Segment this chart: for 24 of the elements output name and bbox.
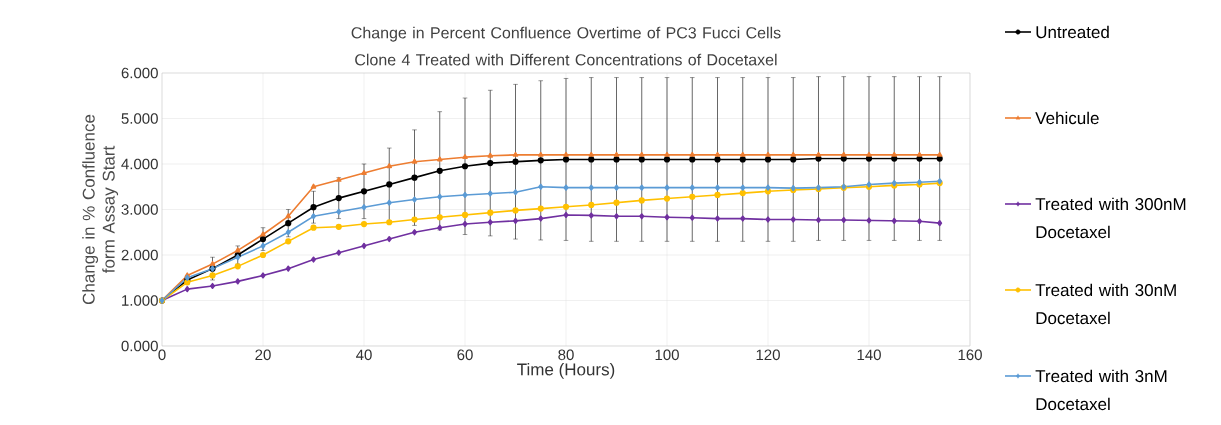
x-axis-title: Time (Hours) bbox=[517, 363, 615, 379]
legend-label: Treated with 30nM Docetaxel bbox=[1035, 283, 1176, 325]
x-tick-label: 80 bbox=[558, 349, 574, 361]
x-tick-label: 140 bbox=[857, 349, 881, 361]
y-tick-label: 5.000 bbox=[121, 113, 158, 124]
x-tick-label: 60 bbox=[457, 349, 473, 361]
y-tick-label: 0.000 bbox=[121, 340, 158, 352]
y-tick-label: 3.000 bbox=[121, 204, 158, 215]
x-tick-label: 40 bbox=[356, 349, 372, 361]
y-tick-label: 2.000 bbox=[121, 249, 158, 261]
x-tick-label: 100 bbox=[655, 349, 679, 361]
legend-label: Treated with 300nM Docetaxel bbox=[1035, 197, 1186, 239]
x-tick-label: 20 bbox=[255, 349, 271, 361]
y-tick-label: 6.000 bbox=[121, 67, 158, 79]
legend-label: Treated with 3nM Docetaxel bbox=[1035, 369, 1167, 411]
y-tick-label: 1.000 bbox=[122, 295, 158, 306]
legend-label: Untreated bbox=[1036, 25, 1109, 39]
chart-title: Change in Percent Confluence Overtime of PC3 Fucci Cells Clone 4 Treated with Different Concentrations of Docetaxel bbox=[351, 26, 781, 66]
legend-label: Vehicule bbox=[1035, 111, 1099, 125]
x-tick-label: 160 bbox=[958, 349, 982, 361]
x-tick-label: 120 bbox=[756, 349, 780, 361]
y-axis-title: Change in % Confluence form Assay Start bbox=[82, 114, 119, 305]
x-tick-label: 0 bbox=[158, 349, 166, 361]
y-tick-label: 4.000 bbox=[121, 158, 158, 170]
